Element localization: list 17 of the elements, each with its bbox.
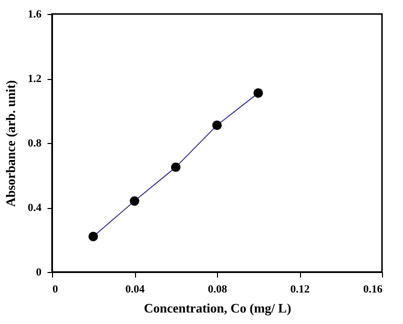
point <box>130 196 140 206</box>
y-tick-label: 0 <box>36 266 42 278</box>
x-tick-label: 0.16 <box>363 284 383 296</box>
x-tick-label: 0.12 <box>290 284 310 296</box>
point <box>88 232 98 242</box>
y-tick-label: 1.2 <box>28 73 42 85</box>
point <box>254 88 263 98</box>
y-tick-label: 0.4 <box>28 202 42 214</box>
x-axis-title: Concentration, Co (mg/ L) <box>144 300 292 316</box>
point <box>212 120 222 130</box>
y-axis-title: Absorbance (arb. unit) <box>2 80 18 207</box>
x-tick-label: 0.04 <box>125 284 146 296</box>
x-tick-label: 0 <box>52 284 58 296</box>
point <box>171 162 180 172</box>
y-tick-label: 1.6 <box>28 8 42 20</box>
y-tick-label: 0.8 <box>28 138 42 150</box>
x-tick-label: 0.08 <box>208 284 228 296</box>
